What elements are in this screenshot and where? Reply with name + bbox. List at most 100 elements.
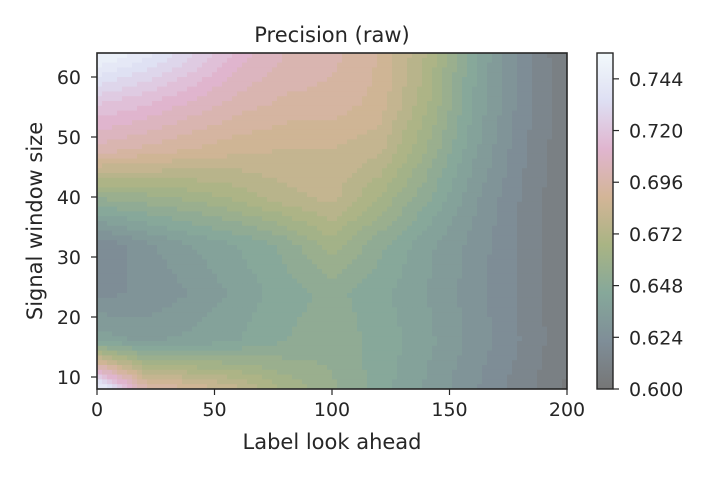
contour-cell <box>402 297 408 304</box>
contour-cell <box>397 211 403 217</box>
contour-cell <box>347 91 353 97</box>
contour-cell <box>457 264 463 270</box>
contour-cell <box>117 86 123 92</box>
contour-cell <box>207 105 213 112</box>
contour-cell <box>137 297 143 304</box>
contour-cell <box>247 235 253 241</box>
contour-cell <box>462 62 468 68</box>
contour-cell <box>317 283 323 289</box>
contour-cell <box>187 105 193 112</box>
contour-cell <box>172 163 178 169</box>
contour-cell <box>392 163 398 169</box>
contour-cell <box>307 293 313 299</box>
contour-cell <box>142 177 148 184</box>
contour-cell <box>147 283 153 289</box>
contour-cell <box>287 168 293 174</box>
contour-cell <box>182 187 188 193</box>
contour-cell <box>252 53 258 59</box>
contour-cell <box>457 259 463 265</box>
contour-cell <box>372 297 378 304</box>
contour-cell <box>427 225 433 232</box>
contour-cell <box>162 77 168 83</box>
contour-cell <box>287 201 293 208</box>
contour-cell <box>517 168 523 174</box>
contour-cell <box>292 254 298 260</box>
contour-cell <box>127 110 133 116</box>
contour-cell <box>282 125 288 131</box>
contour-cell <box>102 187 108 193</box>
contour-cell <box>422 139 428 145</box>
contour-cell <box>362 115 368 121</box>
contour-cell <box>497 72 503 78</box>
contour-cell <box>117 96 123 102</box>
contour-cell <box>542 288 548 294</box>
contour-cell <box>477 288 483 294</box>
contour-cell <box>167 53 173 59</box>
contour-cell <box>252 216 258 222</box>
contour-cell <box>357 259 363 265</box>
contour-cell <box>247 297 253 304</box>
contour-cell <box>382 297 388 304</box>
contour-cell <box>562 273 567 280</box>
contour-cell <box>492 115 498 121</box>
contour-cell <box>442 125 448 131</box>
contour-cell <box>417 225 423 232</box>
contour-cell <box>122 91 128 97</box>
contour-cell <box>212 62 218 68</box>
contour-cell <box>252 144 258 150</box>
contour-cell <box>562 245 567 251</box>
contour-cell <box>517 187 523 193</box>
contour-cell <box>472 249 478 256</box>
contour-cell <box>362 182 368 188</box>
contour-cell <box>162 206 168 212</box>
contour-cell <box>427 86 433 92</box>
contour-cell <box>402 254 408 260</box>
contour-cell <box>362 302 368 308</box>
contour-cell <box>367 91 373 97</box>
contour-cell <box>562 264 567 270</box>
contour-cell <box>532 173 538 179</box>
contour-cell <box>122 110 128 116</box>
contour-cell <box>392 182 398 188</box>
contour-cell <box>157 72 163 78</box>
contour-cell <box>552 206 558 212</box>
contour-cell <box>512 259 518 265</box>
contour-cell <box>247 168 253 174</box>
contour-cell <box>132 163 138 169</box>
contour-cell <box>177 187 183 193</box>
contour-cell <box>137 307 143 313</box>
contour-cell <box>142 297 148 304</box>
contour-cell <box>117 72 123 78</box>
contour-cell <box>232 96 238 102</box>
contour-cell <box>262 182 268 188</box>
contour-cell <box>242 77 248 83</box>
contour-cell <box>347 67 353 73</box>
contour-cell <box>342 158 348 164</box>
contour-cell <box>197 72 203 78</box>
contour-cell <box>317 134 323 140</box>
contour-cell <box>392 72 398 78</box>
contour-cell <box>277 77 283 83</box>
contour-cell <box>407 96 413 102</box>
contour-cell <box>497 302 503 308</box>
contour-cell <box>402 216 408 222</box>
contour-cell <box>487 192 493 198</box>
contour-cell <box>467 197 473 203</box>
contour-cell <box>277 245 283 251</box>
contour-cell <box>127 182 133 188</box>
contour-cell <box>407 293 413 299</box>
contour-cell <box>157 125 163 131</box>
contour-cell <box>212 134 218 140</box>
contour-cell <box>277 221 283 227</box>
contour-cell <box>462 221 468 227</box>
contour-cell <box>392 177 398 184</box>
contour-cell <box>467 149 473 155</box>
contour-cell <box>102 307 108 313</box>
contour-cell <box>402 211 408 217</box>
contour-cell <box>477 158 483 164</box>
contour-cell <box>122 62 128 68</box>
contour-cell <box>172 144 178 150</box>
contour-cell <box>342 273 348 280</box>
contour-cell <box>397 110 403 116</box>
contour-cell <box>332 259 338 265</box>
